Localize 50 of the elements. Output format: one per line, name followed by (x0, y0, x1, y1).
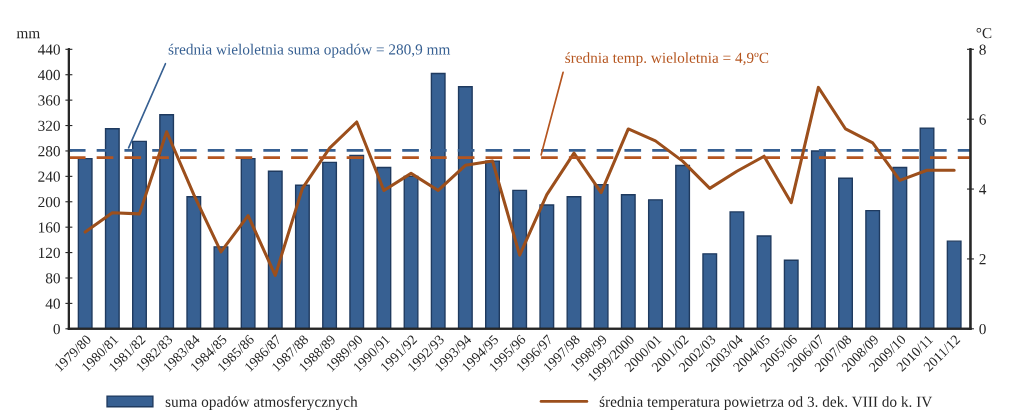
bar (756, 235, 772, 329)
bar (349, 154, 365, 329)
y2-tick-label: 8 (979, 44, 986, 55)
y2-tick-label: 0 (979, 323, 986, 335)
bar (186, 195, 202, 329)
bar (485, 160, 500, 329)
bar (376, 166, 392, 329)
bar (946, 240, 962, 329)
bar (240, 157, 256, 329)
bar (267, 170, 283, 329)
line-series (83, 85, 956, 277)
bar (675, 164, 691, 329)
bar (566, 195, 582, 329)
y-tick-label: 320 (38, 120, 60, 131)
bar (865, 209, 881, 329)
y2-tick-label: 4 (979, 184, 987, 195)
bar (702, 253, 718, 329)
y-tick-label: 360 (38, 95, 60, 106)
y-tick-label: 280 (38, 146, 60, 157)
y-tick-label: 400 (37, 69, 60, 81)
bar (838, 177, 854, 329)
bar (213, 246, 229, 329)
y-tick-label: 440 (37, 44, 60, 55)
bar (620, 194, 636, 329)
y-tick-label: 240 (38, 171, 60, 182)
bar (892, 166, 908, 329)
bar (783, 259, 799, 329)
y2-tick-label: 2 (979, 254, 986, 265)
bar (322, 161, 338, 329)
ref-line-label: średnia wieloletnia suma opadów = 280,9 mm (168, 43, 451, 58)
legend-label: suma opadów atmosferycznych (165, 396, 358, 411)
y-tick-label: 0 (53, 323, 60, 335)
y-tick-label: 80 (45, 273, 60, 284)
bar (512, 189, 528, 329)
y-tick-label: 200 (38, 196, 60, 208)
y2-axis-title: °C (976, 27, 992, 39)
bar (647, 199, 663, 329)
bar (77, 157, 93, 329)
bar (539, 204, 555, 329)
y2-tick-label: 6 (979, 114, 986, 125)
y-tick-label: 160 (38, 222, 60, 233)
y-tick-label: 40 (45, 298, 60, 309)
bar (294, 184, 310, 329)
bar (593, 183, 609, 329)
y-tick-label: 120 (38, 247, 60, 259)
y-axis-title: mm (16, 30, 40, 39)
ref-line-label: średnia temp. wieloletnia = 4,9ºC (565, 52, 769, 67)
bar (729, 211, 745, 329)
legend-label: średnia temperatura powietrza od 3. dek. VIII do k. IV (599, 396, 933, 411)
bar (403, 175, 419, 329)
